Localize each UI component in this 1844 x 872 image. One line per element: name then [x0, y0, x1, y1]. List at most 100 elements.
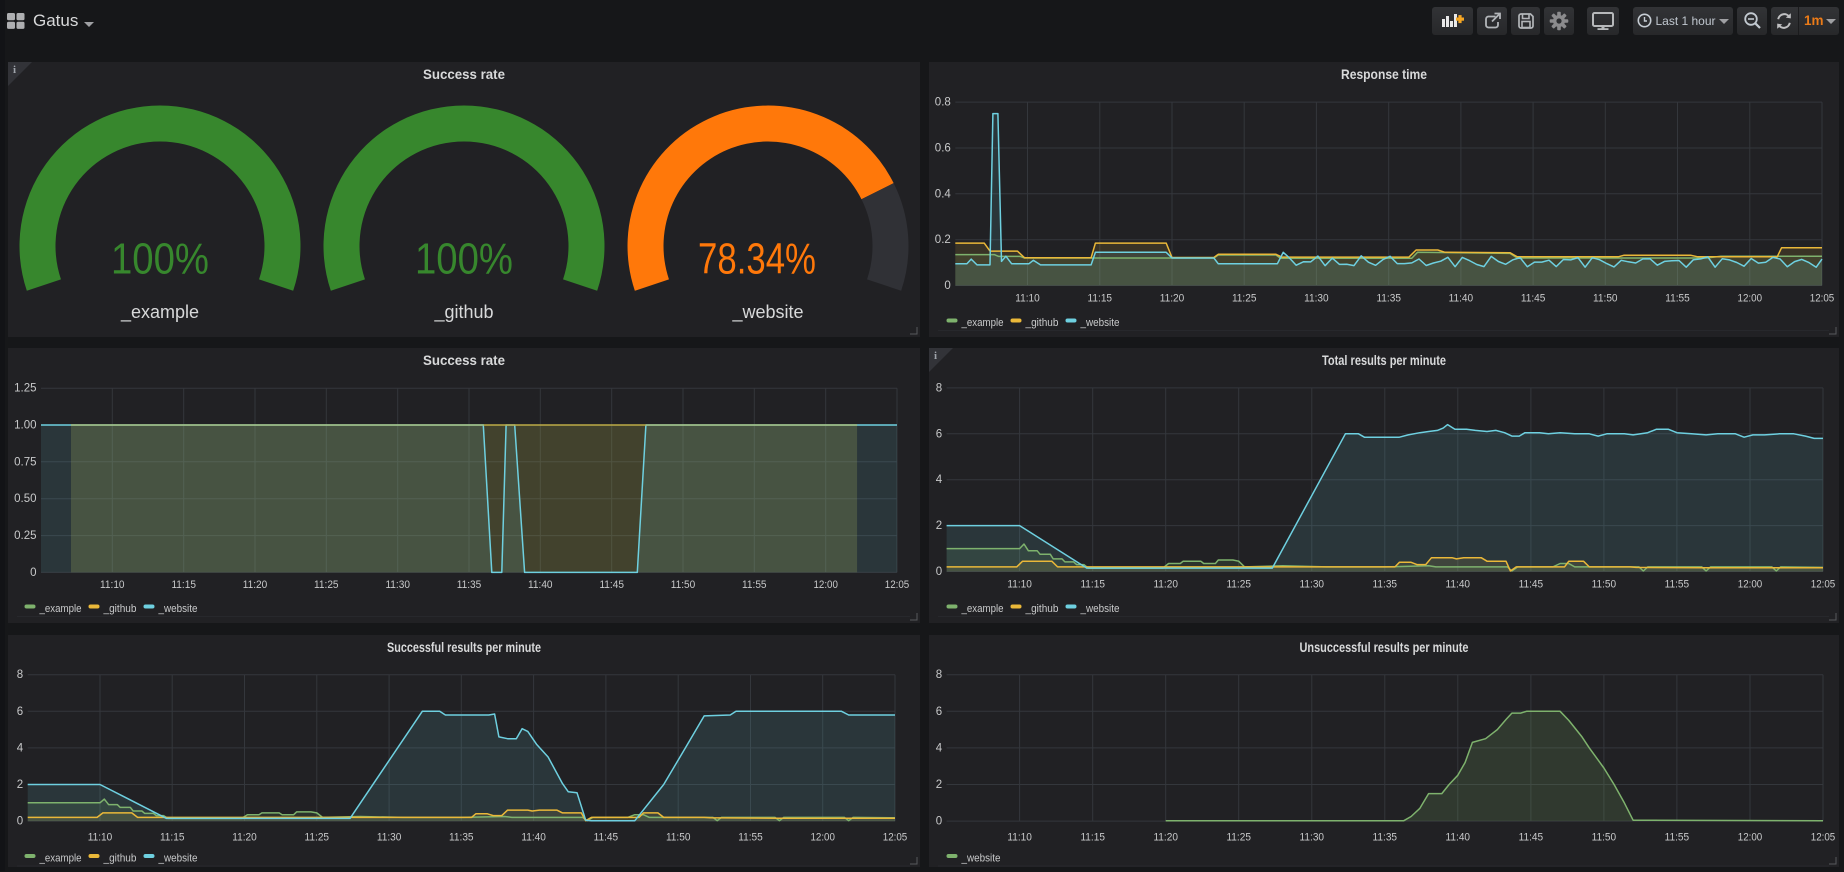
svg-text:11:35: 11:35	[457, 579, 482, 591]
svg-text:_website: _website	[731, 302, 803, 323]
svg-text:0.50: 0.50	[14, 493, 36, 505]
svg-text:11:15: 11:15	[1080, 579, 1105, 591]
svg-text:0: 0	[936, 566, 942, 578]
svg-text:11:25: 11:25	[1226, 579, 1251, 591]
svg-text:11:40: 11:40	[528, 579, 553, 591]
svg-text:11:40: 11:40	[1446, 579, 1471, 591]
svg-text:0: 0	[30, 567, 36, 579]
svg-text:_github: _github	[433, 302, 493, 323]
svg-text:100%: 100%	[111, 235, 209, 284]
svg-text:1.25: 1.25	[14, 383, 36, 395]
svg-text:11:55: 11:55	[738, 832, 763, 844]
svg-text:6: 6	[17, 706, 23, 718]
svg-text:11:10: 11:10	[100, 579, 125, 591]
svg-text:12:00: 12:00	[1738, 832, 1763, 844]
svg-text:4: 4	[936, 474, 943, 486]
svg-text:12:05: 12:05	[885, 579, 910, 591]
svg-text:1.00: 1.00	[14, 420, 36, 432]
svg-text:_example: _example	[120, 302, 199, 323]
svg-text:11:40: 11:40	[1449, 293, 1474, 305]
svg-text:_website: _website	[158, 603, 198, 615]
svg-text:_github: _github	[103, 853, 137, 865]
svg-text:11:25: 11:25	[1226, 832, 1251, 844]
svg-text:11:20: 11:20	[232, 832, 257, 844]
svg-text:Success rate: Success rate	[423, 352, 505, 368]
svg-text:11:45: 11:45	[1521, 293, 1546, 305]
svg-text:_website: _website	[1080, 317, 1120, 329]
svg-text:_github: _github	[1025, 317, 1059, 329]
svg-text:_example: _example	[961, 317, 1004, 329]
svg-text:12:00: 12:00	[813, 579, 838, 591]
svg-text:_github: _github	[103, 603, 137, 615]
svg-text:0.25: 0.25	[14, 530, 36, 542]
svg-text:12:05: 12:05	[883, 832, 908, 844]
svg-text:11:10: 11:10	[1015, 293, 1040, 305]
svg-text:2: 2	[936, 520, 942, 532]
svg-text:11:50: 11:50	[1593, 293, 1618, 305]
svg-text:11:15: 11:15	[171, 579, 196, 591]
svg-text:11:30: 11:30	[1300, 579, 1325, 591]
svg-text:11:55: 11:55	[1665, 579, 1690, 591]
svg-text:_website: _website	[1080, 603, 1120, 615]
svg-text:8: 8	[936, 382, 942, 394]
svg-text:11:45: 11:45	[1519, 832, 1544, 844]
svg-text:_github: _github	[1025, 603, 1059, 615]
svg-text:11:30: 11:30	[1300, 832, 1325, 844]
svg-text:4: 4	[936, 742, 943, 754]
svg-text:11:45: 11:45	[594, 832, 619, 844]
svg-text:8: 8	[17, 669, 23, 681]
svg-text:11:25: 11:25	[305, 832, 330, 844]
svg-text:11:20: 11:20	[1153, 832, 1178, 844]
svg-text:11:50: 11:50	[1592, 832, 1617, 844]
svg-text:11:15: 11:15	[1080, 832, 1105, 844]
svg-text:12:00: 12:00	[1738, 579, 1763, 591]
svg-text:Success rate: Success rate	[423, 66, 505, 82]
svg-text:_example: _example	[39, 603, 82, 615]
svg-text:11:20: 11:20	[1153, 579, 1178, 591]
svg-text:11:50: 11:50	[671, 579, 696, 591]
svg-text:_website: _website	[961, 853, 1001, 865]
svg-text:11:55: 11:55	[742, 579, 767, 591]
svg-text:0.75: 0.75	[14, 456, 36, 468]
svg-text:11:35: 11:35	[449, 832, 474, 844]
svg-text:11:25: 11:25	[1232, 293, 1257, 305]
svg-text:11:50: 11:50	[666, 832, 691, 844]
svg-text:11:20: 11:20	[1160, 293, 1185, 305]
svg-text:6: 6	[936, 706, 942, 718]
svg-text:i: i	[13, 64, 16, 76]
svg-text:11:40: 11:40	[1446, 832, 1471, 844]
svg-text:0.8: 0.8	[935, 97, 951, 109]
svg-text:2: 2	[17, 779, 23, 791]
svg-text:12:00: 12:00	[810, 832, 835, 844]
svg-text:Response time: Response time	[1341, 66, 1427, 82]
svg-text:11:40: 11:40	[521, 832, 546, 844]
svg-text:11:30: 11:30	[1304, 293, 1329, 305]
svg-text:11:30: 11:30	[385, 579, 410, 591]
svg-text:12:00: 12:00	[1738, 293, 1763, 305]
svg-text:11:10: 11:10	[1007, 832, 1032, 844]
svg-text:11:15: 11:15	[1088, 293, 1113, 305]
svg-text:_example: _example	[39, 853, 82, 865]
svg-text:4: 4	[17, 742, 24, 754]
svg-text:100%: 100%	[415, 235, 513, 284]
svg-text:0: 0	[17, 816, 23, 828]
svg-text:0: 0	[936, 816, 942, 828]
svg-text:11:50: 11:50	[1592, 579, 1617, 591]
svg-text:11:35: 11:35	[1376, 293, 1401, 305]
svg-text:11:15: 11:15	[160, 832, 185, 844]
svg-text:8: 8	[936, 669, 942, 681]
svg-text:11:45: 11:45	[1519, 579, 1544, 591]
svg-text:0.4: 0.4	[935, 188, 952, 200]
svg-text:2: 2	[936, 779, 942, 791]
svg-text:11:10: 11:10	[88, 832, 113, 844]
svg-text:_example: _example	[961, 603, 1004, 615]
svg-text:Unsuccessful results per minut: Unsuccessful results per minute	[1300, 639, 1469, 655]
svg-text:12:05: 12:05	[1811, 832, 1836, 844]
svg-text:11:55: 11:55	[1665, 832, 1690, 844]
svg-text:_website: _website	[158, 853, 198, 865]
svg-text:11:35: 11:35	[1373, 832, 1398, 844]
svg-text:i: i	[934, 350, 937, 362]
svg-text:11:35: 11:35	[1373, 579, 1398, 591]
svg-text:Successful results per minute: Successful results per minute	[387, 639, 541, 655]
svg-text:78.34%: 78.34%	[698, 235, 816, 284]
